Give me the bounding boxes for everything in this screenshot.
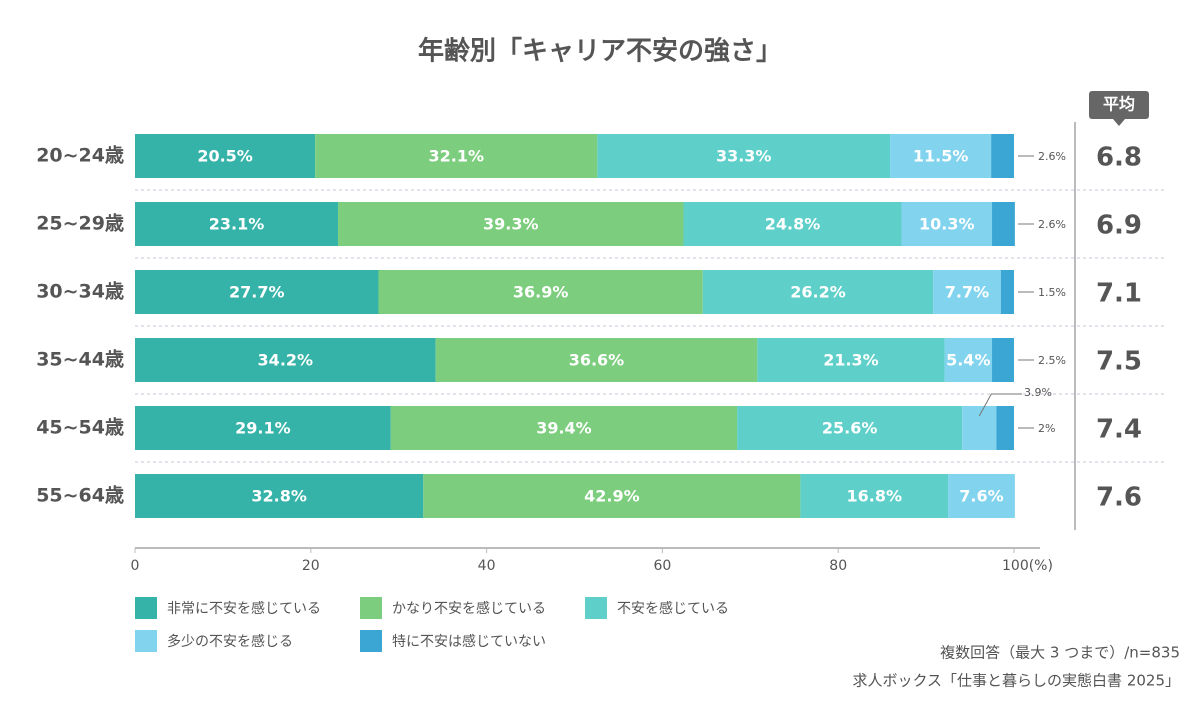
bar-segment xyxy=(991,134,1014,178)
bar-segment xyxy=(948,474,1015,518)
bar-segment xyxy=(800,474,949,518)
value-label: 7.7% xyxy=(945,283,989,302)
average-header-pointer xyxy=(1113,119,1125,126)
legend-label: 多少の不安を感じる xyxy=(167,633,293,650)
bar-segment xyxy=(737,406,963,450)
value-label: 42.9% xyxy=(584,487,640,506)
x-tick-label: 60 xyxy=(653,558,671,574)
bar-segment xyxy=(423,474,801,518)
bar-segment xyxy=(962,406,997,450)
bar-segment xyxy=(435,338,758,382)
bar-segment xyxy=(135,338,436,382)
legend-label: かなり不安を感じている xyxy=(392,600,546,617)
bar-segment xyxy=(390,406,738,450)
value-label: 16.8% xyxy=(846,487,902,506)
average-value: 7.6 xyxy=(1096,483,1142,513)
value-label: 21.3% xyxy=(823,351,879,370)
value-label: 39.4% xyxy=(536,419,592,438)
value-label: 2% xyxy=(1038,422,1055,435)
value-label: 23.1% xyxy=(209,215,265,234)
average-value: 7.1 xyxy=(1096,279,1142,309)
average-value: 7.4 xyxy=(1096,415,1142,445)
bar-segment xyxy=(702,270,934,314)
x-tick-label: 40 xyxy=(478,558,496,574)
bar-segment xyxy=(1000,270,1014,314)
value-label: 32.1% xyxy=(429,147,485,166)
value-label: 32.8% xyxy=(251,487,307,506)
bar-segment xyxy=(757,338,945,382)
legend-swatch xyxy=(360,630,382,652)
value-label: 27.7% xyxy=(229,283,285,302)
bar-segment xyxy=(135,406,391,450)
average-value: 6.9 xyxy=(1096,211,1142,241)
bar-segment xyxy=(135,134,316,178)
value-label: 1.5% xyxy=(1038,286,1066,299)
bar-segment xyxy=(890,134,992,178)
legend-swatch xyxy=(135,597,157,619)
average-header-box xyxy=(1089,91,1149,119)
bar-segment xyxy=(933,270,1001,314)
bar-segment xyxy=(338,202,684,246)
note: 求人ボックス「仕事と暮らしの実態白書 2025」 xyxy=(853,672,1181,690)
bar-segment xyxy=(992,202,1015,246)
value-label: 5.4% xyxy=(946,351,990,370)
value-label: 7.6% xyxy=(959,487,1003,506)
value-label: 3.9% xyxy=(1024,386,1052,399)
note: 複数回答（最大 3 つまで）/n=835 xyxy=(940,644,1180,662)
value-label: 25.6% xyxy=(822,419,878,438)
x-tick-label: 20 xyxy=(302,558,320,574)
y-tick-label: 30~34歳 xyxy=(36,281,124,303)
value-label: 2.6% xyxy=(1038,150,1066,163)
x-tick-label: 100(%) xyxy=(1002,558,1053,574)
value-label: 2.6% xyxy=(1038,218,1066,231)
x-tick-label: 0 xyxy=(131,558,140,574)
legend-swatch xyxy=(585,597,607,619)
y-tick-label: 45~54歳 xyxy=(36,417,124,439)
y-tick-label: 25~29歳 xyxy=(36,213,124,235)
bar-segment xyxy=(315,134,598,178)
bar-segment xyxy=(996,406,1014,450)
value-label: 34.2% xyxy=(258,351,314,370)
average-value: 6.8 xyxy=(1096,143,1142,173)
value-label: 36.9% xyxy=(513,283,569,302)
average-header: 平均 xyxy=(1103,95,1135,114)
value-label: 24.8% xyxy=(765,215,821,234)
bar-segment xyxy=(901,202,993,246)
y-tick-label: 35~44歳 xyxy=(36,349,124,371)
bar-segment xyxy=(683,202,902,246)
y-tick-label: 55~64歳 xyxy=(36,485,124,507)
bar-segment xyxy=(135,474,424,518)
value-label: 39.3% xyxy=(483,215,539,234)
y-tick-label: 20~24歳 xyxy=(36,145,124,167)
legend-label: 特に不安は感じていない xyxy=(392,633,546,650)
value-label: 20.5% xyxy=(197,147,253,166)
bar-segment xyxy=(992,338,1014,382)
bar-segment xyxy=(597,134,891,178)
value-label: 33.3% xyxy=(716,147,772,166)
value-label: 2.5% xyxy=(1038,354,1066,367)
leader-line xyxy=(978,393,1022,417)
value-label: 11.5% xyxy=(913,147,969,166)
legend-label: 非常に不安を感じている xyxy=(167,600,321,617)
value-label: 26.2% xyxy=(790,283,846,302)
bar-segment xyxy=(135,202,339,246)
value-label: 36.6% xyxy=(569,351,625,370)
bar-segment xyxy=(378,270,703,314)
chart-title: 年齢別「キャリア不安の強さ」 xyxy=(418,36,782,67)
bar-segment xyxy=(135,270,379,314)
legend-swatch xyxy=(135,630,157,652)
legend-swatch xyxy=(360,597,382,619)
value-label: 10.3% xyxy=(919,215,975,234)
average-value: 7.5 xyxy=(1096,347,1142,377)
value-label: 29.1% xyxy=(235,419,291,438)
legend-label: 不安を感じている xyxy=(617,600,729,617)
x-tick-label: 80 xyxy=(829,558,847,574)
bar-segment xyxy=(944,338,993,382)
